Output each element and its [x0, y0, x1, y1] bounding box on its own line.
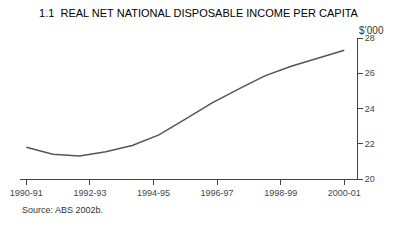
svg-text:24: 24 — [365, 104, 375, 114]
svg-text:$’000: $’000 — [359, 25, 384, 36]
svg-text:26: 26 — [365, 68, 375, 78]
svg-text:1.1 REAL NET NATIONAL DISPOSA: 1.1 REAL NET NATIONAL DISPOSABLE INCOME … — [39, 7, 359, 19]
svg-text:22: 22 — [365, 139, 375, 149]
svg-text:1990-91: 1990-91 — [10, 188, 43, 198]
svg-text:Source: ABS 2002b.: Source: ABS 2002b. — [22, 205, 103, 215]
svg-text:20: 20 — [365, 174, 375, 184]
svg-text:1996-97: 1996-97 — [201, 188, 234, 198]
svg-text:2000-01: 2000-01 — [328, 188, 361, 198]
svg-text:1992-93: 1992-93 — [73, 188, 106, 198]
svg-text:1998-99: 1998-99 — [264, 188, 297, 198]
svg-text:28: 28 — [365, 33, 375, 43]
svg-text:1994-95: 1994-95 — [137, 188, 170, 198]
